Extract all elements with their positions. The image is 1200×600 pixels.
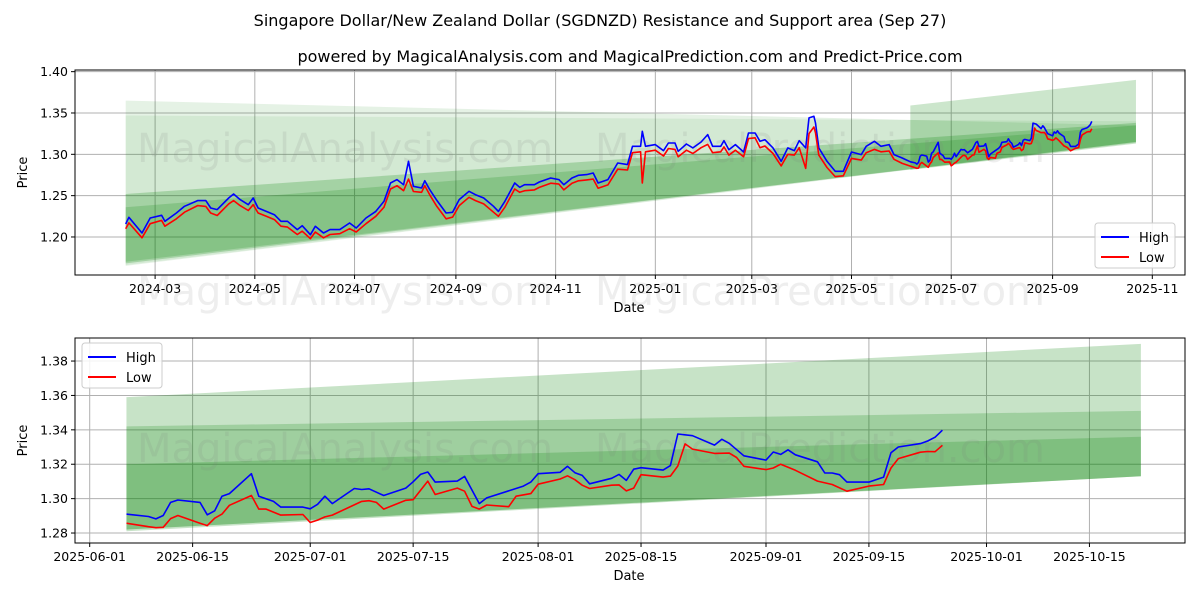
chart-title: Singapore Dollar/New Zealand Dollar (SGD… — [254, 11, 947, 30]
x-tick-label: 2025-10-01 — [950, 549, 1023, 564]
x-tick-label: 2025-09 — [1026, 281, 1078, 296]
x-tick-label: 2024-11 — [530, 281, 582, 296]
x-tick-label: 2025-09-15 — [833, 549, 906, 564]
support-resistance-band — [125, 100, 1136, 266]
y-tick-label: 1.28 — [40, 526, 68, 541]
high-series-line — [124, 115, 1093, 236]
x-tick-label: 2025-05 — [825, 281, 877, 296]
watermark: MagicalAnalysis.com — [137, 126, 553, 172]
support-resistance-band — [126, 343, 1141, 532]
x-tick-label: 2025-07-15 — [377, 549, 450, 564]
y-tick-label: 1.34 — [40, 422, 68, 437]
top-chart: 2024-03 2024-05 2024-07 2024-09 2024-11 2025-… — [16, 64, 1186, 316]
plot-frame — [74, 337, 1186, 544]
x-tick-label: 2025-09-01 — [730, 549, 803, 564]
y-axis-label: Price — [16, 157, 31, 189]
y-tick-label: 1.38 — [40, 354, 68, 369]
legend-label-low: Low — [1139, 251, 1165, 266]
bottom-chart: 2025-06-01 2025-06-15 2025-07-01 2025-07-15… — [16, 337, 1186, 584]
x-tick-label: 2024-05 — [229, 281, 281, 296]
x-tick-label: 2025-11 — [1126, 281, 1178, 296]
x-tick-label: 2025-07-01 — [274, 549, 347, 564]
plot-frame — [74, 69, 1186, 276]
low-series-line — [126, 443, 943, 529]
support-resistance-band — [125, 115, 1136, 266]
x-tick-label: 2025-08-15 — [605, 549, 678, 564]
x-axis-label: Date — [613, 569, 644, 584]
watermark: MagicalAnalysis.com — [137, 269, 553, 315]
legend-label-low: Low — [126, 371, 152, 386]
support-resistance-band — [910, 79, 1136, 171]
support-resistance-band — [125, 125, 1136, 262]
support-resistance-band — [125, 122, 1136, 264]
y-tick-label: 1.30 — [40, 491, 68, 506]
y-tick-label: 1.30 — [40, 147, 68, 162]
x-axis-label: Date — [613, 301, 644, 316]
low-series-line — [124, 126, 1093, 240]
chart-subtitle: powered by MagicalAnalysis.com and Magic… — [297, 47, 962, 66]
y-axis-label: Price — [16, 425, 31, 457]
legend: High Low — [81, 342, 163, 389]
x-tick-label: 2025-01 — [629, 281, 681, 296]
watermark: MagicalPrediction.com — [595, 269, 1045, 315]
y-tick-label: 1.36 — [40, 388, 68, 403]
x-tick-label: 2024-09 — [430, 281, 482, 296]
x-tick-label: 2025-08-01 — [502, 549, 575, 564]
high-series-line — [126, 429, 943, 520]
x-tick-label: 2025-03 — [726, 281, 778, 296]
y-tick-label: 1.20 — [40, 229, 68, 244]
x-tick-label: 2025-06-15 — [156, 549, 229, 564]
x-tick-label: 2024-07 — [328, 281, 380, 296]
legend-label-high: High — [1139, 231, 1169, 246]
x-tick-label: 2024-03 — [129, 281, 181, 296]
legend-label-high: High — [126, 351, 156, 366]
y-tick-label: 1.32 — [40, 457, 68, 472]
x-tick-label: 2025-07 — [925, 281, 977, 296]
y-tick-label: 1.35 — [40, 105, 68, 120]
x-tick-label: 2025-06-01 — [53, 549, 126, 564]
y-tick-label: 1.40 — [40, 64, 68, 79]
x-tick-label: 2025-10-15 — [1053, 549, 1126, 564]
legend: High Low — [1094, 222, 1176, 269]
y-tick-label: 1.25 — [40, 188, 68, 203]
watermark: MagicalAnalysis.com — [137, 426, 553, 472]
